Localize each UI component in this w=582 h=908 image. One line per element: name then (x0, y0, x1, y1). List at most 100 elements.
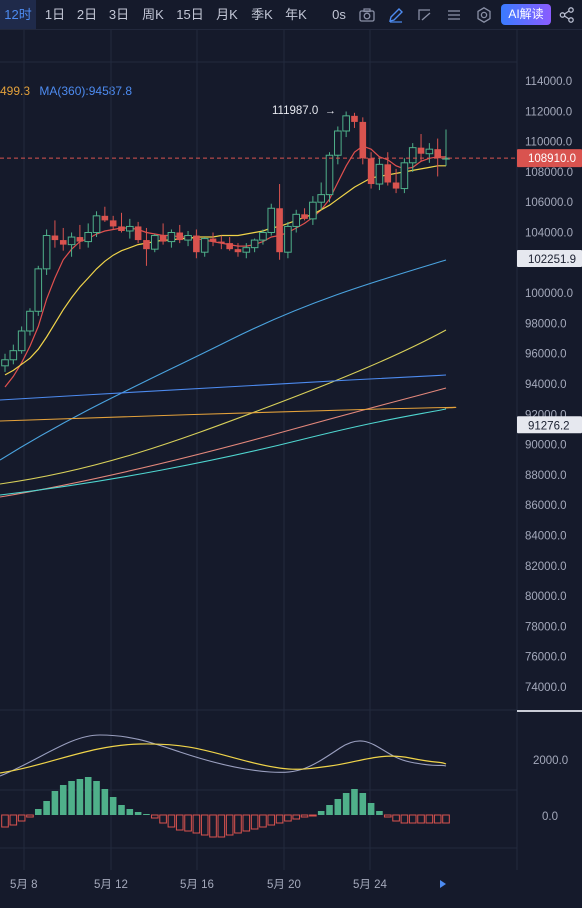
candle (9, 344, 18, 365)
macd-bar (425, 814, 434, 824)
ma-long-pink-line (0, 387, 447, 498)
macd-bar (43, 801, 50, 815)
current-price-box: 108910.0 (517, 149, 582, 168)
candle (118, 212, 125, 233)
price-tick-label: 88000.0 (525, 470, 567, 482)
macd-bar (17, 814, 26, 822)
macd-bar (76, 779, 84, 815)
macd-bar (34, 809, 42, 815)
timeframe-week[interactable]: 周K (142, 7, 164, 22)
macd-bar (392, 814, 400, 822)
candle (375, 158, 384, 191)
camera-icon[interactable] (358, 6, 376, 24)
macd-bar (442, 814, 450, 824)
macd-pane: 2000.0 0.0 (0, 734, 568, 838)
candle (292, 209, 301, 233)
timeframe-3d[interactable]: 3日 (108, 7, 130, 22)
macd-bar (118, 805, 125, 815)
candle (184, 230, 192, 247)
price-tick-label: 108000.0 (525, 167, 573, 179)
candle (434, 138, 441, 177)
ma360-line (0, 374, 447, 401)
countdown-timer[interactable]: 0s (332, 7, 346, 22)
candle (392, 168, 400, 194)
candle (334, 126, 342, 165)
timeframe-quarter[interactable]: 季K (251, 7, 273, 22)
macd-bar (200, 814, 209, 836)
settings-gear-icon[interactable] (475, 6, 493, 24)
candle (417, 134, 425, 162)
candle (193, 229, 200, 259)
candle (76, 224, 84, 250)
candle (276, 184, 283, 260)
candle (317, 182, 325, 210)
macd-bar (359, 793, 367, 815)
price-tick-label: 78000.0 (525, 621, 567, 633)
macd-bar (59, 785, 67, 815)
macd-bar (383, 814, 392, 818)
candle (309, 196, 317, 225)
macd-bar (209, 814, 217, 838)
timeframe-month[interactable]: 月K (216, 7, 238, 22)
price-tick-label: 96000.0 (525, 349, 567, 361)
ma-marker-box-a: 102251.9 (517, 249, 582, 267)
macd-bar (134, 812, 142, 815)
candle (400, 158, 409, 194)
macd-bar (175, 814, 184, 831)
time-label-may16: 5月 16 (180, 879, 214, 891)
candle (167, 229, 176, 248)
candle (259, 229, 267, 245)
macd-axis-label-0: 0.0 (542, 811, 558, 823)
price-axis: 114000.0 112000.0 110000.0 108000.0 106000.0… (525, 76, 573, 694)
macd-bar (367, 803, 375, 815)
macd-bar (351, 789, 358, 815)
candle (351, 112, 358, 128)
price-tick-label: 106000.0 (525, 197, 573, 209)
macd-bar (184, 814, 192, 832)
price-tick-label: 74000.0 (525, 682, 567, 694)
high-arrow-icon: → (325, 105, 336, 117)
scroll-latest-icon[interactable] (440, 880, 446, 888)
timeframe-12h[interactable]: 12时 (0, 0, 36, 29)
candle (101, 206, 109, 222)
macd-bar (300, 814, 309, 818)
timeframe-1d[interactable]: 1日 (44, 7, 66, 22)
candle (226, 237, 233, 251)
macd-bar (267, 814, 276, 826)
candle (59, 227, 67, 251)
macd-bar (225, 814, 234, 836)
time-axis: 5月 8 5月 12 5月 16 5月 20 5月 24 (10, 879, 446, 891)
ma-long-blue-line (0, 259, 447, 461)
ma-legend: 499.3 MA(360):94587.8 (0, 84, 132, 98)
candle (51, 220, 59, 248)
ma-marker-a-value: 102251.9 (528, 254, 576, 266)
timeframe-15d[interactable]: 15日 (176, 7, 204, 22)
timeframe-2d[interactable]: 2日 (76, 7, 98, 22)
indicator-list-icon[interactable] (445, 6, 463, 24)
macd-bar (143, 814, 150, 815)
macd-bar (250, 814, 259, 830)
macd-bar (342, 793, 350, 815)
macd-bar (242, 814, 251, 832)
ma-legend-ma360: MA(360):94587.8 (39, 84, 133, 98)
draw-pen-icon[interactable] (387, 6, 405, 24)
candle (209, 232, 217, 247)
kline-chart[interactable]: 111987.0 → 114000.0 112000.0 110000.0 10800… (0, 30, 582, 908)
candlesticks (1, 111, 450, 372)
candle (234, 243, 242, 257)
candle (442, 129, 450, 166)
candle (267, 203, 276, 236)
ai-analysis-button[interactable]: AI解读 (501, 4, 551, 25)
price-tick-label: 114000.0 (525, 76, 572, 88)
candle (84, 223, 93, 248)
timeframe-year[interactable]: 年K (285, 7, 307, 22)
share-icon[interactable] (558, 6, 576, 24)
macd-bar (376, 811, 383, 815)
drawing-tools-icon[interactable] (416, 6, 434, 24)
ma-long-cyan-line (0, 408, 447, 496)
price-tick-label: 86000.0 (525, 500, 567, 512)
candle (242, 243, 251, 259)
macd-bar (93, 781, 100, 815)
macd-bar (150, 814, 159, 819)
candle (284, 221, 292, 259)
